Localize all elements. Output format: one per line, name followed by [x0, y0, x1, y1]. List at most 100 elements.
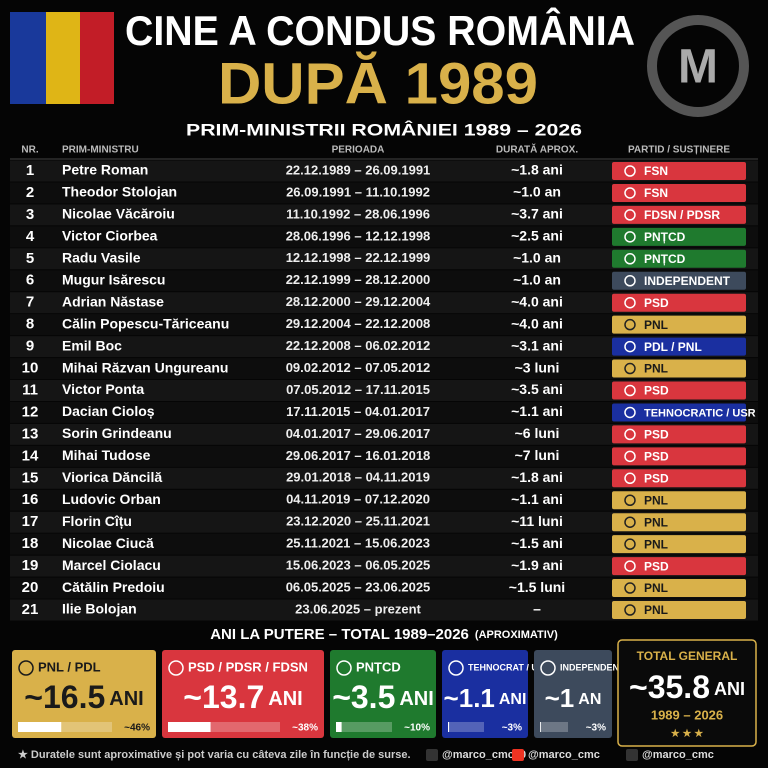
party-label: PSD: [644, 471, 669, 485]
card-number: ~1: [545, 683, 575, 713]
row-bg: [10, 423, 758, 445]
party-badge: [612, 425, 746, 444]
social-icon: [512, 749, 524, 761]
duration: ~2.5 ani: [511, 228, 563, 244]
party-icon: [624, 275, 636, 287]
row-bg: [10, 380, 758, 401]
row-bg: [10, 401, 758, 423]
card-icon: [540, 660, 556, 676]
row-number: 18: [22, 535, 39, 552]
row-bg: [10, 314, 758, 336]
period: 11.10.1992 – 28.06.1996: [286, 206, 430, 221]
party-badge: [612, 535, 746, 554]
party-badge: [612, 513, 746, 532]
party-icon: [624, 560, 636, 572]
total-value: ~35.8 ANI: [629, 669, 745, 705]
party-icon: [624, 253, 636, 265]
share-label: ~3%: [502, 723, 522, 734]
total-label: TOTAL GENERAL: [637, 649, 738, 663]
pm-name: Nicolae Ciucă: [62, 535, 154, 551]
party-badge: [612, 447, 746, 466]
duration: ~3 luni: [515, 359, 560, 375]
period: 22.12.2008 – 06.02.2012: [286, 338, 431, 353]
row-bg: [10, 577, 758, 599]
duration: ~6 luni: [515, 425, 560, 441]
card-unit: ANI: [399, 688, 433, 710]
party-label: PNL: [644, 515, 668, 529]
total-number: ~35.8: [629, 669, 710, 705]
footer-note: ★ Duratele sunt aproximative și pot vari…: [18, 749, 411, 761]
pm-name: Nicolae Văcăroiu: [62, 206, 175, 222]
row-number: 7: [26, 294, 34, 311]
column-header: NR.: [21, 145, 38, 156]
party-label: PDL / PNL: [644, 340, 702, 354]
card-label: PNL / PDL: [38, 659, 101, 674]
party-label: PNL: [644, 318, 668, 332]
party-badge: [612, 557, 746, 576]
duration: ~1.0 an: [513, 250, 561, 266]
party-icon: [624, 384, 636, 397]
party-label: PNL: [644, 603, 668, 617]
period: 15.06.2023 – 06.05.2025: [286, 558, 431, 573]
pm-name: Emil Boc: [62, 337, 122, 353]
party-badge: [612, 183, 746, 202]
row-number: 6: [26, 272, 34, 289]
period: 07.05.2012 – 17.11.2015: [286, 382, 430, 397]
party-icon: [624, 538, 636, 550]
party-label: PSD: [644, 428, 669, 442]
social-handle: @marco_cmc90: [442, 749, 526, 761]
share-label: ~10%: [404, 723, 430, 734]
party-badge: [612, 271, 746, 290]
party-badge: [612, 227, 746, 246]
card-unit: ANI: [268, 688, 302, 710]
row-bg: [10, 160, 758, 182]
party-icon: [624, 165, 636, 177]
row-number: 10: [22, 360, 39, 377]
row-bg: [10, 248, 758, 270]
party-icon: [624, 406, 636, 419]
pm-name: Mihai Tudose: [62, 447, 151, 463]
card-number: ~1.1: [444, 683, 495, 713]
party-label: PSD: [644, 384, 669, 398]
pm-name: Adrian Năstase: [62, 293, 164, 309]
summary-card: [330, 650, 436, 738]
period: 28.12.2000 – 29.12.2004: [286, 294, 431, 309]
social-handle: @marco_cmc: [528, 749, 600, 761]
party-icon: [624, 450, 636, 463]
pm-name: Viorica Dăncilă: [62, 469, 162, 485]
duration: ~1.0 an: [513, 271, 561, 287]
duration: –: [533, 601, 541, 617]
period: 28.06.1996 – 12.12.1998: [286, 228, 431, 243]
party-icon: [624, 209, 636, 221]
card-unit: ANI: [499, 691, 527, 708]
card-icon: [448, 660, 464, 676]
duration: ~7 luni: [515, 447, 560, 463]
party-badge: [612, 601, 746, 619]
summary-heading: ANI LA PUTERE – TOTAL 1989–2026 (APROXIMA…: [210, 626, 558, 643]
card-value: ~3.5 ANI: [332, 679, 434, 715]
party-label: FDSN / PDSR: [644, 208, 720, 222]
share-track: [336, 722, 392, 732]
duration: ~4.0 ani: [511, 293, 563, 309]
column-header: PRIM-MINISTRU: [62, 145, 139, 156]
summary-note: (APROXIMATIV): [475, 629, 558, 641]
card-icon: [18, 660, 34, 676]
row-bg: [10, 182, 758, 204]
duration: ~1.5 luni: [509, 579, 565, 595]
party-badge: [612, 337, 746, 356]
party-icon: [624, 318, 636, 331]
duration: ~3.5 ani: [511, 381, 563, 397]
card-icon: [336, 660, 352, 676]
card-value: ~1.1 ANI: [444, 683, 527, 713]
duration: ~1.1 ani: [511, 491, 563, 507]
row-bg: [10, 489, 758, 511]
summary-title: ANI LA PUTERE – TOTAL 1989–2026: [210, 626, 469, 643]
share-bar: [336, 722, 342, 732]
row-bg: [10, 292, 758, 314]
duration: ~1.9 ani: [511, 557, 563, 573]
duration: ~1.8 ani: [511, 162, 563, 178]
total-range: 1989 – 2026: [651, 707, 723, 722]
party-icon: [624, 340, 636, 353]
duration: ~11 luni: [511, 513, 563, 529]
